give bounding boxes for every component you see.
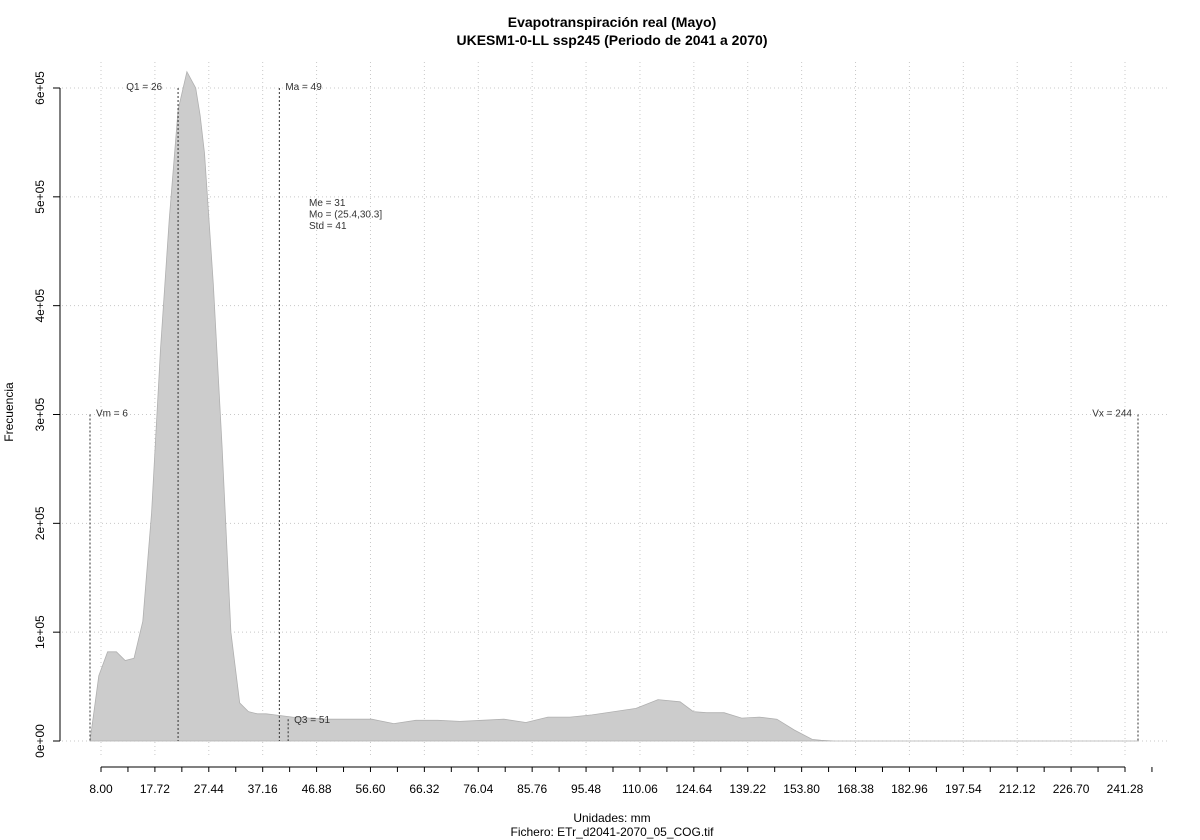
y-tick-label: 4e+05: [33, 288, 47, 322]
x-tick-label: 85.76: [517, 782, 547, 796]
x-tick-label: 37.16: [248, 782, 278, 796]
x-tick-label: 95.48: [571, 782, 601, 796]
y-tick-label: 1e+05: [33, 615, 47, 649]
x-tick-label: 226.70: [1053, 782, 1090, 796]
x-tick-label: 56.60: [355, 782, 385, 796]
stat-label: Std = 41: [309, 221, 347, 232]
x-tick-label: 168.38: [837, 782, 874, 796]
annotation-label: Q3 = 51: [294, 715, 330, 726]
y-tick-label: 2e+05: [33, 506, 47, 540]
footer-filename: Fichero: ETr_d2041-2070_05_COG.tif: [511, 825, 715, 839]
y-tick-label: 0e+00: [33, 724, 47, 758]
x-tick-label: 153.80: [783, 782, 820, 796]
stat-label: Me = 31: [309, 198, 346, 209]
chart-title: Evapotranspiración real (Mayo): [508, 14, 717, 30]
annotation-label: Ma = 49: [285, 82, 322, 93]
x-tick-label: 197.54: [945, 782, 982, 796]
grid: [62, 62, 1168, 757]
x-tick-label: 17.72: [140, 782, 170, 796]
annotation-label: Vm = 6: [96, 409, 128, 420]
chart-subtitle: UKESM1-0-LL ssp245 (Periodo de 2041 a 20…: [457, 32, 768, 48]
density-area: [89, 70, 1138, 742]
x-axis-label: Unidades: mm: [573, 811, 650, 825]
annotation-label: Q1 = 26: [126, 82, 162, 93]
x-tick-label: 66.32: [409, 782, 439, 796]
x-tick-label: 212.12: [999, 782, 1036, 796]
y-tick-label: 3e+05: [33, 397, 47, 431]
x-tick-label: 182.96: [891, 782, 928, 796]
y-tick-label: 5e+05: [33, 180, 47, 214]
annotation-label: Vx = 244: [1092, 409, 1132, 420]
x-tick-label: 110.06: [622, 782, 658, 796]
x-tick-label: 46.88: [302, 782, 332, 796]
x-tick-label: 241.28: [1107, 782, 1144, 796]
density-fill: [89, 70, 1138, 742]
y-tick-label: 6e+05: [33, 71, 47, 105]
axes: 0e+00 1e+05 2e+05 3e+05 4e+05 5e+05 6e+05 8.00 1…: [33, 71, 1153, 796]
annotations: Vm = 6 Q1 = 26 Ma = 49 Q3 = 51 Vx = 244 Me = …: [89, 82, 1139, 741]
y-axis-label: Frecuencia: [2, 382, 16, 442]
x-tick-label: 27.44: [194, 782, 224, 796]
x-tick-label: 8.00: [89, 782, 113, 796]
x-tick-label: 139.22: [729, 782, 766, 796]
x-tick-label: 124.64: [675, 782, 712, 796]
stat-label: Mo = (25.4,30.3]: [309, 210, 382, 221]
x-tick-label: 76.04: [463, 782, 493, 796]
